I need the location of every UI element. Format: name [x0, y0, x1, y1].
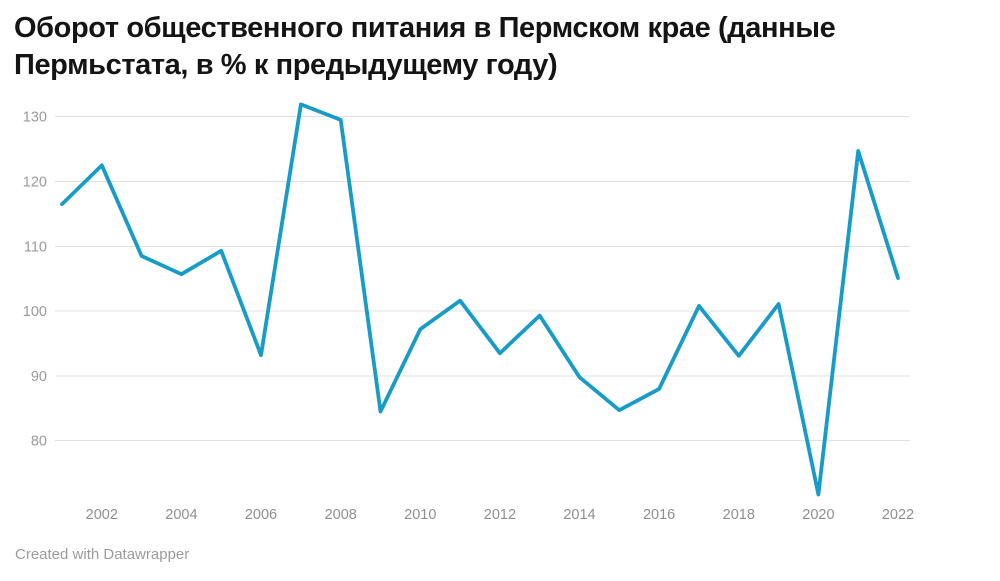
x-axis-tick-label-2014: 2014: [563, 507, 595, 523]
x-axis-tick-label-2006: 2006: [245, 507, 277, 523]
chart-title-line-2: Пермьстата, в % к предыдущему году): [14, 48, 558, 81]
y-axis-tick-label-100: 100: [23, 304, 47, 320]
chart-title: Оборот общественного питания в Пермском …: [14, 10, 836, 83]
datawrapper-credit: Created with Datawrapper: [15, 546, 190, 563]
x-axis-tick-label-2020: 2020: [802, 507, 834, 523]
chart-title-line-1: Оборот общественного питания в Пермском …: [14, 12, 836, 44]
x-axis-tick-label-2010: 2010: [404, 507, 436, 523]
y-axis-tick-label-80: 80: [31, 434, 47, 450]
x-axis-tick-label-2022: 2022: [882, 507, 914, 523]
x-axis-tick-label-2008: 2008: [325, 507, 357, 523]
y-axis-tick-label-110: 110: [24, 239, 47, 255]
x-axis-tick-label-2004: 2004: [165, 507, 197, 523]
y-axis-tick-label-120: 120: [23, 175, 47, 191]
x-axis-tick-label-2018: 2018: [723, 507, 755, 523]
x-axis-tick-label-2012: 2012: [484, 507, 516, 523]
data-line-series: [60, 102, 900, 497]
y-axis-tick-label-90: 90: [31, 369, 47, 385]
x-axis-tick-label-2016: 2016: [643, 507, 675, 523]
x-axis-tick-label-2002: 2002: [86, 507, 118, 523]
y-axis-tick-label-130: 130: [23, 110, 47, 126]
